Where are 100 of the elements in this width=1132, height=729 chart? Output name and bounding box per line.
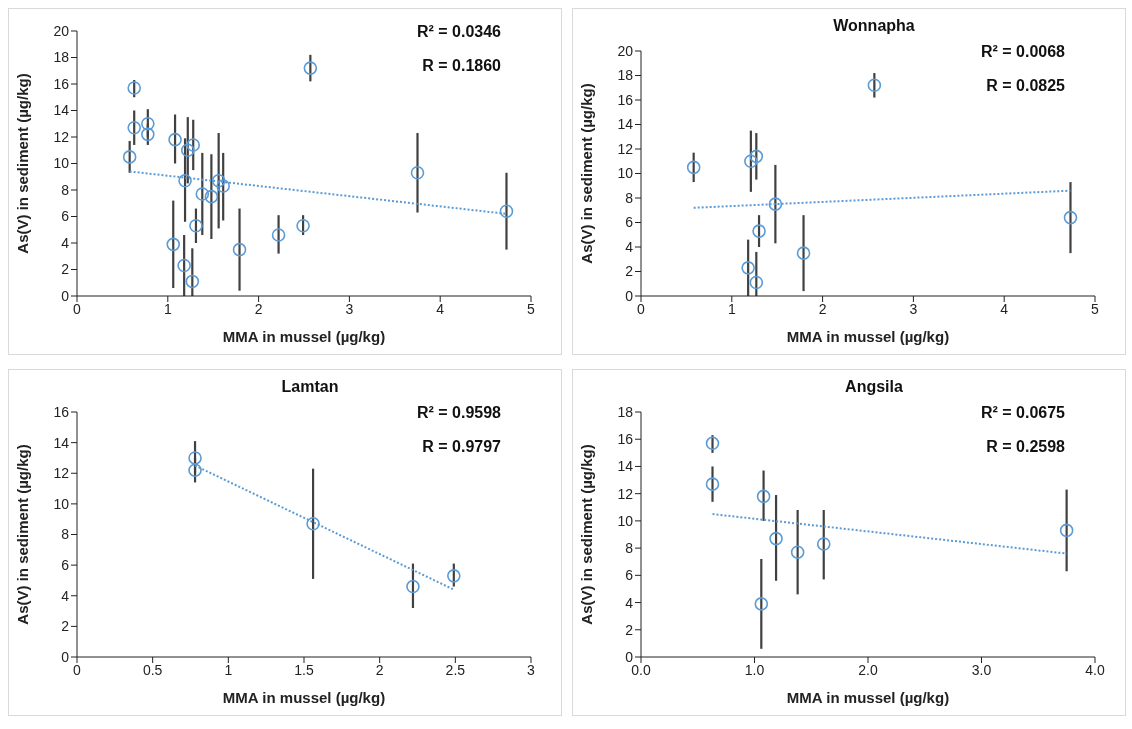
- y-tick-label: 12: [53, 465, 70, 482]
- x-axis-title: MMA in mussel (µg/kg): [222, 328, 386, 345]
- x-axis-title: MMA in mussel (µg/kg): [786, 689, 950, 706]
- y-tick-label: 18: [617, 67, 634, 84]
- y-tick-label: 10: [53, 495, 70, 512]
- point: [749, 275, 764, 290]
- y-tick-label: 10: [617, 165, 634, 182]
- annotation: R² = 0.0346: [416, 23, 501, 41]
- y-tick-label: 20: [617, 42, 634, 59]
- point: [686, 160, 701, 175]
- point: [122, 150, 137, 164]
- point: [185, 274, 200, 289]
- y-axis-title: As(V) in sediment (µg/kg): [14, 73, 32, 254]
- y-tick-label: 0: [61, 648, 70, 665]
- point: [296, 218, 310, 233]
- x-tick-label: 0.5: [142, 661, 163, 678]
- x-tick-label: 2: [375, 661, 384, 678]
- x-tick-label: 1.0: [744, 661, 765, 678]
- annotation: R² = 0.0068: [980, 43, 1065, 61]
- point: [186, 138, 201, 152]
- y-tick-label: 16: [53, 403, 70, 420]
- point: [769, 531, 783, 546]
- y-tick-label: 8: [61, 526, 70, 543]
- y-tick-label: 6: [61, 208, 70, 225]
- point: [756, 489, 771, 504]
- point: [499, 204, 514, 218]
- point: [232, 242, 247, 257]
- x-tick-label: 2: [254, 300, 263, 317]
- y-tick-label: 10: [53, 155, 70, 172]
- y-axis-title: As(V) in sediment (µg/kg): [14, 444, 32, 625]
- point: [796, 246, 811, 260]
- x-tick-label: 4.0: [1085, 661, 1105, 678]
- annotation: R = 0.1860: [422, 57, 501, 75]
- x-tick-label: 2.5: [445, 661, 466, 678]
- y-tick-label: 0: [625, 648, 634, 665]
- point: [195, 187, 210, 201]
- x-tick-label: 1: [727, 300, 736, 317]
- point: [1059, 523, 1074, 538]
- x-tick-label: 5: [527, 300, 536, 317]
- point: [204, 189, 219, 204]
- point: [816, 537, 831, 551]
- point: [410, 165, 425, 180]
- y-tick-label: 12: [617, 140, 634, 157]
- point: [188, 451, 202, 465]
- y-tick-label: 2: [625, 621, 634, 638]
- y-tick-label: 2: [625, 263, 634, 280]
- y-tick-label: 8: [61, 181, 70, 198]
- point: [447, 569, 461, 583]
- annotation: R = 0.0825: [986, 77, 1065, 95]
- x-tick-label: 2.0: [858, 661, 878, 678]
- y-axis-title: As(V) in sediment (µg/kg): [578, 83, 596, 264]
- point: [141, 127, 155, 142]
- point: [141, 116, 155, 131]
- annotation: R = 0.9797: [422, 438, 501, 456]
- point: [867, 78, 882, 93]
- y-tick-label: 0: [625, 287, 634, 304]
- annotation: R² = 0.0675: [980, 404, 1065, 422]
- point: [166, 237, 181, 252]
- x-tick-label: 3: [909, 300, 918, 317]
- annotation: R² = 0.9598: [416, 404, 501, 422]
- x-axis-title: MMA in mussel (µg/kg): [222, 689, 386, 706]
- y-tick-label: 16: [617, 431, 634, 448]
- y-tick-label: 14: [617, 116, 634, 133]
- x-tick-label: 1: [224, 661, 233, 678]
- y-tick-label: 16: [617, 91, 634, 108]
- x-tick-label: 5: [1091, 300, 1100, 317]
- point: [306, 516, 320, 531]
- y-tick-label: 14: [53, 102, 70, 119]
- point: [189, 218, 203, 233]
- y-tick-label: 6: [61, 557, 70, 574]
- y-tick-label: 18: [617, 403, 634, 420]
- x-tick-label: 4: [1000, 300, 1009, 317]
- chart-title: Angsila: [844, 378, 904, 396]
- x-tick-label: 3: [527, 661, 536, 678]
- point: [790, 545, 805, 559]
- y-tick-label: 8: [625, 540, 634, 557]
- point: [768, 197, 783, 211]
- y-tick-label: 6: [625, 214, 634, 231]
- chart-title: Wonnapha: [832, 17, 916, 35]
- y-tick-label: 16: [53, 75, 70, 92]
- x-axis-title: MMA in mussel (µg/kg): [786, 328, 950, 345]
- point: [1063, 210, 1078, 225]
- point: [188, 463, 202, 477]
- point: [705, 436, 720, 451]
- x-tick-label: 0: [73, 661, 82, 678]
- point: [177, 258, 191, 273]
- point: [178, 173, 192, 188]
- point: [705, 477, 720, 491]
- x-tick-label: 2: [818, 300, 827, 317]
- y-tick-label: 18: [53, 49, 70, 66]
- x-tick-label: 3.0: [971, 661, 992, 678]
- point: [752, 224, 766, 238]
- y-axis-title: As(V) in sediment (µg/kg): [578, 444, 596, 625]
- y-tick-label: 2: [61, 261, 70, 278]
- point: [271, 228, 286, 242]
- y-tick-label: 4: [61, 234, 70, 251]
- y-tick-label: 12: [617, 485, 634, 502]
- y-tick-label: 4: [625, 594, 634, 611]
- y-tick-label: 0: [61, 287, 70, 304]
- y-tick-label: 4: [61, 587, 70, 604]
